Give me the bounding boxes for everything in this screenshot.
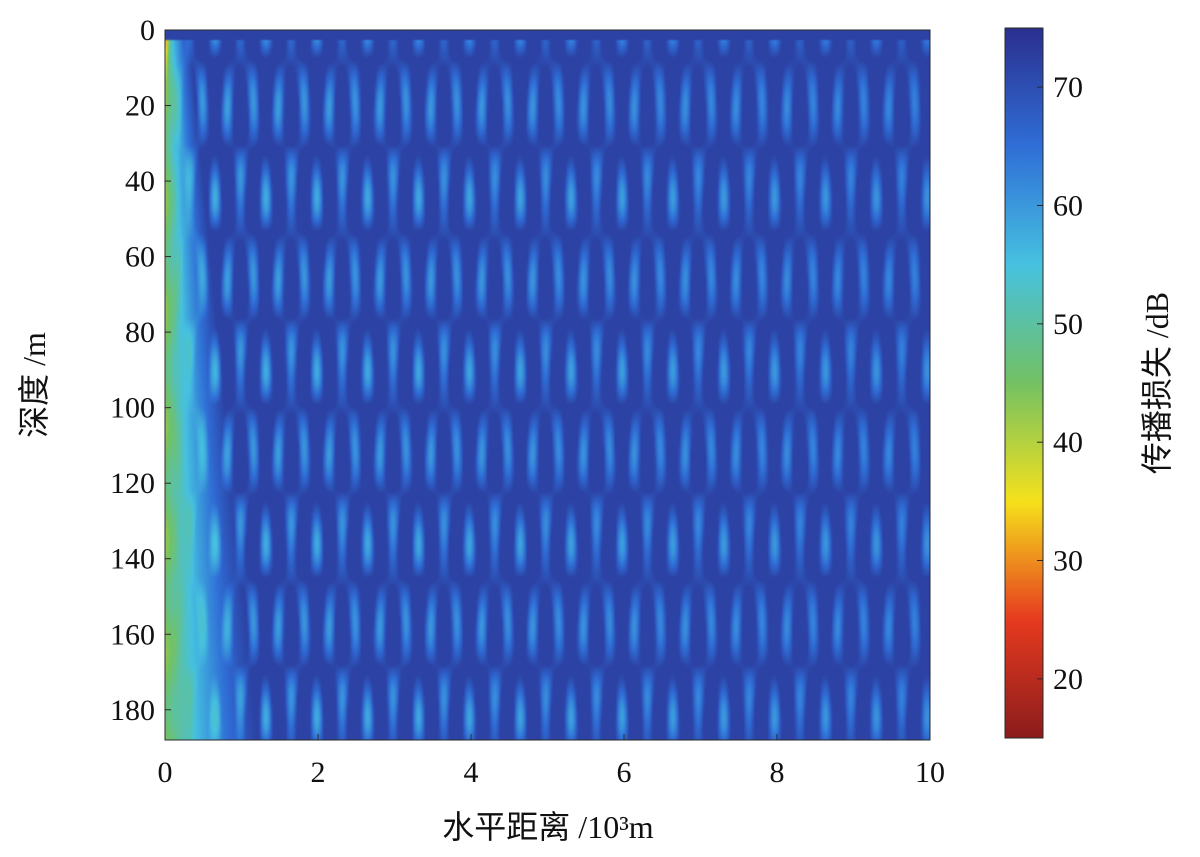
heatmap-image — [165, 30, 930, 740]
colorbar-body — [1004, 27, 1044, 739]
colorbar-tick-label: 30 — [1053, 545, 1083, 578]
y-tick-label: 100 — [110, 392, 155, 425]
plot-frame — [164, 29, 931, 741]
x-axis-ticks: 0 2 4 6 8 10 — [158, 734, 945, 789]
x-tick-label: 4 — [464, 756, 479, 789]
colorbar-ticks: 20 30 40 50 60 70 — [1037, 71, 1083, 696]
x-tick-label: 10 — [915, 756, 945, 789]
x-axis-label: 水平距离 /10³m — [442, 809, 653, 845]
y-tick-label: 160 — [110, 618, 155, 651]
colorbar-tick-label: 40 — [1053, 426, 1083, 459]
colorbar-tick-label: 50 — [1053, 308, 1083, 341]
y-tick-label: 180 — [110, 694, 155, 727]
x-tick-label: 8 — [770, 756, 785, 789]
plot-area — [164, 29, 931, 741]
y-tick-label: 60 — [125, 241, 155, 274]
x-tick-label: 2 — [311, 756, 326, 789]
colorbar-label: 传播损失 /dB — [1139, 292, 1175, 474]
x-tick-label: 0 — [158, 756, 173, 789]
colorbar-tick-label: 20 — [1053, 663, 1083, 696]
y-tick-label: 140 — [110, 543, 155, 576]
y-tick-label: 0 — [140, 14, 155, 47]
colorbar: 20 30 40 50 60 70 传播损失 /dB — [1004, 27, 1175, 739]
y-tick-label: 80 — [125, 316, 155, 349]
colorbar-tick-label: 70 — [1053, 71, 1083, 104]
y-tick-label: 120 — [110, 467, 155, 500]
y-axis-label: 深度 /m — [16, 332, 52, 438]
y-tick-label: 40 — [125, 165, 155, 198]
x-tick-label: 6 — [617, 756, 632, 789]
y-tick-label: 20 — [125, 90, 155, 123]
colorbar-tick-label: 60 — [1053, 190, 1083, 223]
y-axis-ticks: 0 20 40 60 80 100 120 140 160 180 — [110, 14, 171, 727]
